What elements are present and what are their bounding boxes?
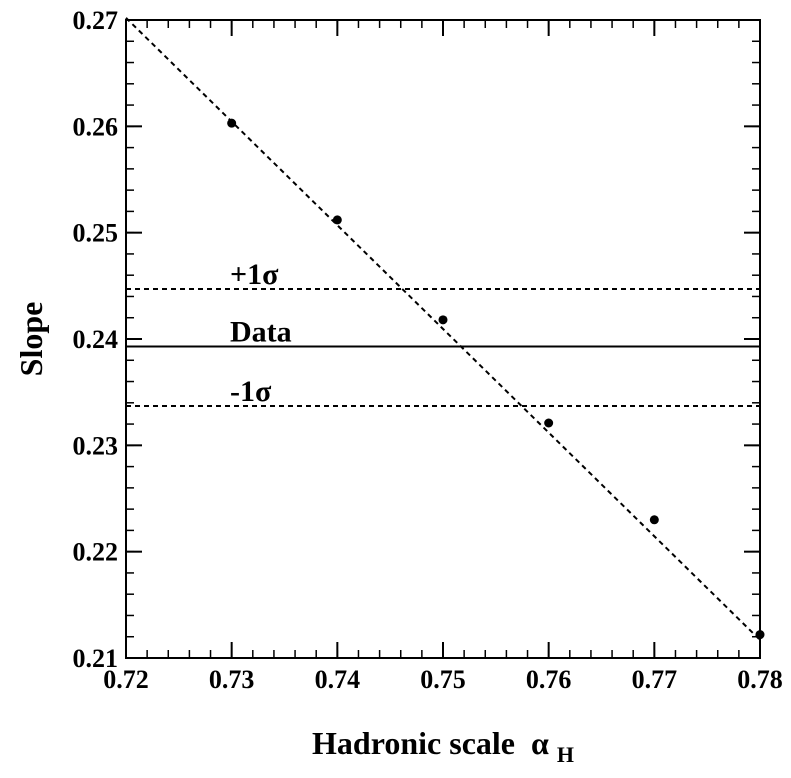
y-tick-label: 0.22: [73, 538, 119, 567]
y-axis-title: Slope: [13, 302, 49, 377]
y-tick-label: 0.26: [73, 112, 119, 141]
reference-lines: [126, 288, 760, 407]
y-tick-label: 0.27: [73, 6, 119, 35]
x-tick-label: 0.75: [420, 665, 466, 694]
ticks-layer: [125, 19, 761, 659]
x-axis-title: Hadronic scale α H: [312, 725, 574, 767]
reference-line-label: Data: [230, 315, 292, 348]
fit-line-layer: [125, 17, 761, 641]
reference-line-label: +1σ: [230, 258, 279, 291]
data-point: [649, 515, 659, 525]
x-axis-title-text: Hadronic scale: [312, 725, 515, 761]
x-tick-label: 0.73: [209, 665, 255, 694]
x-tick-label: 0.76: [526, 665, 572, 694]
data-point: [544, 418, 554, 428]
data-point: [332, 215, 342, 225]
y-tick-label: 0.21: [73, 644, 119, 673]
x-tick-label: 0.78: [737, 665, 783, 694]
x-axis-title-symbol: α: [531, 725, 549, 761]
y-tick-label: 0.23: [73, 431, 119, 460]
reference-line-label: -1σ: [230, 375, 272, 408]
x-tick-label: 0.77: [632, 665, 678, 694]
x-tick-label: 0.72: [103, 665, 149, 694]
annotations: +1σ Data -1σ: [230, 258, 292, 408]
tick-labels: 0.72 0.73 0.74 0.75 0.76 0.77 0.78 0.21 0.22 0.23…: [73, 6, 783, 694]
data-point: [227, 118, 237, 128]
x-tick-label: 0.74: [315, 665, 361, 694]
data-point: [438, 315, 448, 325]
fit-line: [125, 17, 761, 641]
y-tick-label: 0.25: [73, 219, 119, 248]
y-tick-label: 0.24: [73, 325, 119, 354]
plot-frame: [125, 19, 761, 659]
x-axis-title-subscript: H: [557, 742, 574, 767]
